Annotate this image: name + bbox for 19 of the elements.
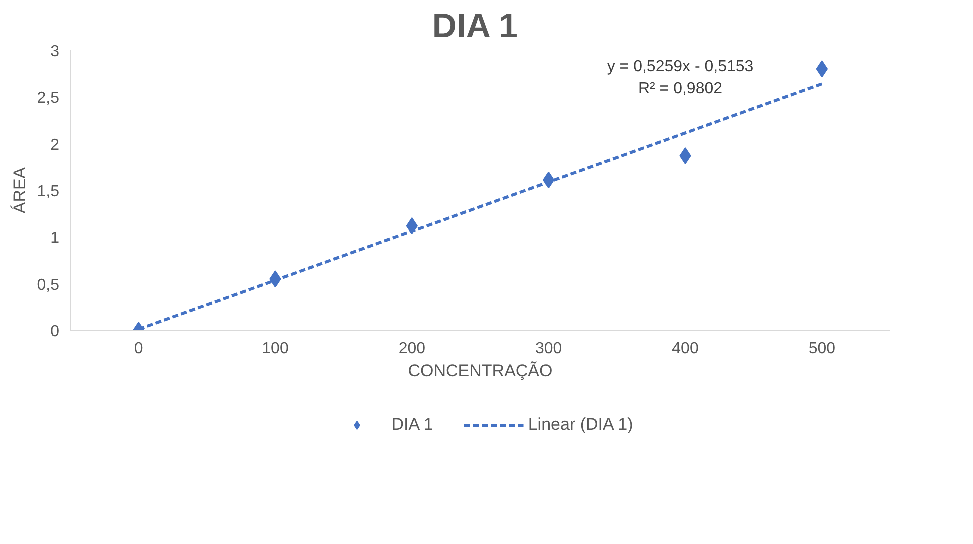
x-axis-title: CONCENTRAÇÃO (408, 362, 553, 380)
x-tick-label: 300 (535, 340, 562, 358)
legend-label: Linear (DIA 1) (528, 415, 634, 435)
y-tick-label: 2,5 (37, 90, 60, 108)
y-tick-label: 3 (50, 44, 60, 60)
legend-label: DIA 1 (392, 415, 434, 435)
x-tick-label: 0 (134, 340, 144, 358)
x-tick-label: 100 (262, 340, 289, 358)
chart-title: DIA 1 (432, 8, 518, 46)
y-tick-label: 1 (50, 230, 60, 248)
x-tick-label: 400 (672, 340, 699, 358)
annotation: y = 0,5259x - 0,5153 R² = 0,9802 (607, 58, 754, 98)
x-tick-label: 500 (808, 340, 836, 358)
x-tick-label: 200 (398, 340, 426, 358)
y-axis-title: ÁREA (10, 166, 30, 214)
y-tick-label: 0 (50, 324, 60, 340)
y-tick-label: 1,5 (37, 184, 60, 200)
y-tick-label: 2 (50, 136, 60, 154)
y-tick-label: 0,5 (37, 276, 60, 294)
